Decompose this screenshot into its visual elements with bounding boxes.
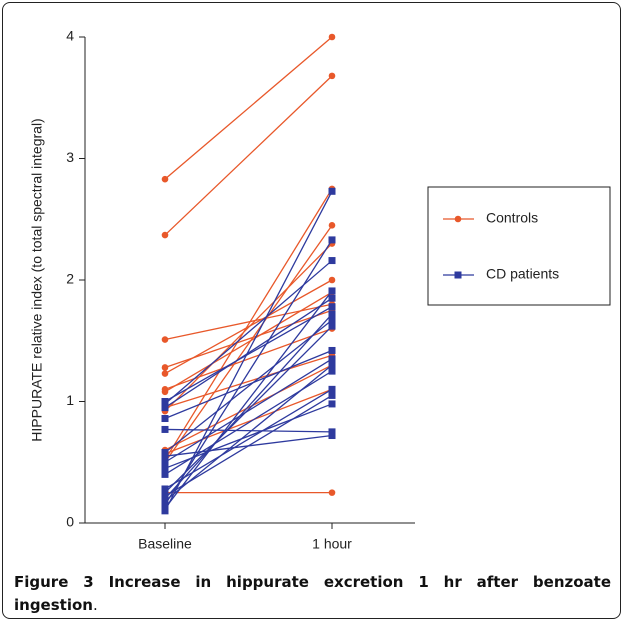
point [328, 400, 336, 408]
point [161, 404, 169, 412]
subject-line [164, 224, 333, 463]
point [328, 391, 336, 399]
point [161, 425, 169, 433]
point [328, 72, 336, 80]
legend-marker [454, 215, 462, 223]
point [328, 355, 336, 363]
legend-box [427, 186, 611, 306]
point [161, 452, 169, 460]
subject-line [164, 358, 333, 463]
point [328, 322, 336, 330]
point [328, 303, 336, 311]
point [328, 257, 336, 265]
legend-marker [454, 271, 462, 279]
point [328, 236, 336, 244]
point [328, 385, 336, 393]
caption-title: Figure 3 Increase in hippurate excretion… [14, 573, 611, 614]
point [161, 415, 169, 423]
point [328, 428, 336, 436]
point [161, 485, 169, 493]
point [328, 294, 336, 302]
point [161, 501, 169, 509]
y-tick-label: 3 [66, 149, 74, 165]
point [328, 367, 336, 375]
point [328, 361, 336, 369]
subject-line [164, 297, 333, 409]
point [161, 388, 169, 396]
point [328, 489, 336, 496]
y-tick-label: 2 [66, 271, 74, 287]
point [328, 187, 336, 195]
point [161, 489, 169, 497]
subject-line [164, 239, 333, 506]
subject-line [164, 260, 333, 405]
subject-line [164, 434, 333, 457]
subject-line [164, 428, 333, 433]
subject-line [164, 354, 333, 409]
point [161, 492, 169, 500]
legend-label: Controls [486, 210, 538, 226]
subject-line [164, 306, 333, 403]
subject-line [164, 303, 333, 341]
subject-line [164, 291, 333, 393]
point [161, 231, 169, 239]
x-tick-label: Baseline [138, 536, 192, 552]
y-axis-label: HIPPURATE relative index (to total spect… [29, 118, 45, 441]
point [161, 458, 169, 466]
subject-line [164, 364, 333, 451]
point [328, 33, 336, 41]
point [328, 310, 336, 318]
point [328, 316, 336, 324]
subject-line [164, 325, 333, 494]
point [161, 370, 169, 377]
caption: Figure 3 Increase in hippurate excretion… [14, 571, 611, 617]
subject-line [164, 388, 333, 490]
subject-line [164, 349, 333, 420]
point [161, 464, 169, 472]
point [161, 175, 169, 183]
x-tick-label: 1 hour [312, 536, 352, 552]
point [328, 222, 336, 229]
point [328, 276, 336, 284]
y-tick-label: 0 [66, 514, 74, 530]
point [161, 449, 169, 457]
point [161, 364, 169, 371]
point [328, 346, 336, 354]
point [161, 336, 169, 343]
y-tick-label: 4 [66, 28, 74, 44]
subject-line [164, 75, 333, 236]
point [161, 504, 169, 512]
y-tick-label: 1 [66, 392, 74, 408]
legend-label: CD patients [486, 266, 559, 282]
subject-line [164, 188, 333, 461]
subject-line [164, 243, 333, 412]
subject-line [164, 388, 333, 455]
subject-line [164, 403, 333, 469]
point [328, 432, 336, 440]
point [161, 398, 169, 405]
subject-line [164, 36, 333, 180]
subject-line [164, 313, 333, 500]
caption-end: . [92, 596, 98, 614]
point [161, 470, 169, 478]
point [328, 287, 336, 295]
